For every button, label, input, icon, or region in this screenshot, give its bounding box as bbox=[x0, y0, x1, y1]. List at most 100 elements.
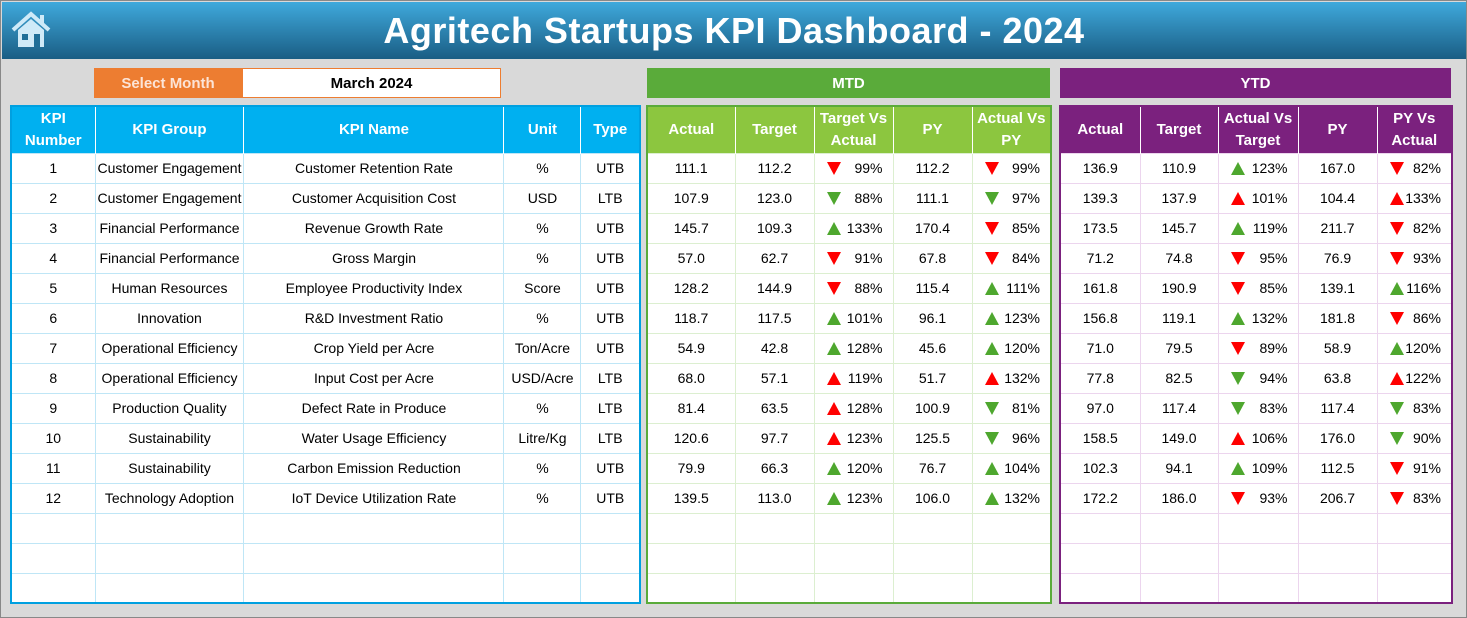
ytd-py-vs-actual-pct: 83% bbox=[1412, 400, 1441, 416]
mtd-target-vs-actual-indicator: 133% bbox=[817, 220, 891, 236]
empty-cell bbox=[1059, 542, 1141, 574]
arrow-down-icon bbox=[1230, 491, 1245, 505]
ytd-py-vs-actual-indicator: 82% bbox=[1380, 220, 1450, 236]
empty-cell bbox=[892, 572, 973, 604]
mtd-py-cell: 96.1 bbox=[892, 302, 973, 334]
column-header-mtd-target: Target bbox=[735, 106, 815, 153]
mtd-actual-vs-py-indicator: 97% bbox=[975, 190, 1049, 206]
ytd-py-cell: 211.7 bbox=[1297, 212, 1378, 244]
ytd-actual-cell: 77.8 bbox=[1059, 362, 1141, 394]
mtd-actual-vs-py-pct: 120% bbox=[1004, 340, 1040, 356]
ytd-actual-vs-target-cell: 95% bbox=[1217, 242, 1299, 274]
kpi-name-cell: Customer Retention Rate bbox=[243, 152, 505, 184]
empty-cell bbox=[892, 542, 973, 574]
arrow-up-icon bbox=[1230, 431, 1245, 445]
mtd-target-cell: 113.0 bbox=[734, 482, 815, 514]
ytd-actual-cell: 136.9 bbox=[1059, 152, 1141, 184]
mtd-actual-vs-py-pct: 132% bbox=[1004, 370, 1040, 386]
empty-cell bbox=[1059, 572, 1141, 604]
empty-row bbox=[1059, 512, 1453, 544]
ytd-py-vs-actual-cell: 82% bbox=[1376, 152, 1453, 184]
arrow-down-icon bbox=[826, 281, 841, 295]
mtd-actual-vs-py-indicator: 132% bbox=[975, 370, 1049, 386]
mtd-actual-cell: 128.2 bbox=[646, 272, 736, 304]
ytd-target-cell: 94.1 bbox=[1139, 452, 1219, 484]
ytd-py-cell: 112.5 bbox=[1297, 452, 1378, 484]
table-row: 81.4 63.5 128% 100.9 81% bbox=[646, 392, 1052, 424]
ytd-py-vs-actual-pct: 91% bbox=[1412, 460, 1441, 476]
mtd-target-vs-actual-indicator: 128% bbox=[817, 340, 891, 356]
mtd-actual-cell: 57.0 bbox=[646, 242, 736, 274]
empty-row bbox=[10, 512, 641, 544]
ytd-actual-vs-target-pct: 95% bbox=[1259, 250, 1288, 266]
empty-cell bbox=[734, 512, 815, 544]
ytd-py-vs-actual-pct: 90% bbox=[1412, 430, 1441, 446]
select-month-label: Select Month bbox=[94, 68, 242, 98]
ytd-target-cell: 186.0 bbox=[1139, 482, 1219, 514]
arrow-down-icon bbox=[1389, 431, 1404, 445]
ytd-py-vs-actual-indicator: 90% bbox=[1380, 430, 1450, 446]
mtd-target-cell: 144.9 bbox=[734, 272, 815, 304]
ytd-py-vs-actual-indicator: 83% bbox=[1380, 490, 1450, 506]
type-cell: UTB bbox=[580, 302, 641, 334]
mtd-actual-vs-py-indicator: 96% bbox=[975, 430, 1049, 446]
empty-cell bbox=[94, 542, 245, 574]
mtd-target-vs-actual-indicator: 123% bbox=[817, 430, 891, 446]
mtd-target-vs-actual-cell: 88% bbox=[813, 272, 894, 304]
table-row: 111.1 112.2 99% 112.2 99% bbox=[646, 152, 1052, 184]
mtd-target-vs-actual-pct: 101% bbox=[846, 310, 883, 326]
empty-cell bbox=[1139, 542, 1219, 574]
mtd-actual-vs-py-pct: 123% bbox=[1004, 310, 1040, 326]
mtd-target-vs-actual-cell: 123% bbox=[813, 422, 894, 454]
kpi-info-table: KPI Number KPI Group KPI Name Unit Type 1 Cust… bbox=[10, 105, 641, 604]
type-cell: UTB bbox=[580, 482, 641, 514]
table-row: 8 Operational Efficiency Input Cost per Ac… bbox=[10, 362, 641, 394]
kpi-number-cell: 4 bbox=[10, 242, 96, 274]
kpi-name-cell: Input Cost per Acre bbox=[243, 362, 505, 394]
mtd-target-vs-actual-pct: 120% bbox=[846, 460, 883, 476]
mtd-target-cell: 42.8 bbox=[734, 332, 815, 364]
ytd-py-vs-actual-pct: 86% bbox=[1412, 310, 1441, 326]
arrow-down-icon bbox=[1389, 221, 1404, 235]
column-header-ytd-target: Target bbox=[1140, 106, 1219, 153]
table-row: 2 Customer Engagement Customer Acquisition… bbox=[10, 182, 641, 214]
column-header-unit: Unit bbox=[503, 106, 582, 153]
table-row: 1 Customer Engagement Customer Retention R… bbox=[10, 152, 641, 184]
type-cell: UTB bbox=[580, 152, 641, 184]
type-cell: LTB bbox=[580, 182, 641, 214]
mtd-target-vs-actual-indicator: 120% bbox=[817, 460, 891, 476]
kpi-number-cell: 2 bbox=[10, 182, 96, 214]
column-header-mtd-py: PY bbox=[893, 106, 973, 153]
mtd-actual-cell: 79.9 bbox=[646, 452, 736, 484]
month-select[interactable]: March 2024 bbox=[242, 68, 501, 98]
arrow-up-icon bbox=[826, 491, 841, 505]
ytd-py-cell: 176.0 bbox=[1297, 422, 1378, 454]
mtd-py-cell: 106.0 bbox=[892, 482, 973, 514]
mtd-target-vs-actual-pct: 99% bbox=[854, 160, 883, 176]
mtd-py-cell: 45.6 bbox=[892, 332, 973, 364]
arrow-up-icon bbox=[984, 281, 999, 295]
empty-cell bbox=[503, 512, 582, 544]
home-icon[interactable] bbox=[10, 10, 52, 50]
ytd-target-cell: 110.9 bbox=[1139, 152, 1219, 184]
ytd-py-vs-actual-cell: 116% bbox=[1376, 272, 1453, 304]
ytd-target-cell: 149.0 bbox=[1139, 422, 1219, 454]
ytd-actual-vs-target-indicator: 106% bbox=[1221, 430, 1296, 446]
mtd-py-cell: 51.7 bbox=[892, 362, 973, 394]
ytd-actual-vs-target-cell: 106% bbox=[1217, 422, 1299, 454]
column-header-ytd-actual: Actual bbox=[1060, 106, 1141, 153]
mtd-target-cell: 63.5 bbox=[734, 392, 815, 424]
mtd-actual-vs-py-cell: 132% bbox=[971, 362, 1052, 394]
ytd-target-cell: 190.9 bbox=[1139, 272, 1219, 304]
ytd-py-vs-actual-cell: 83% bbox=[1376, 482, 1453, 514]
ytd-py-vs-actual-indicator: 91% bbox=[1380, 460, 1450, 476]
type-cell: UTB bbox=[580, 272, 641, 304]
empty-cell bbox=[971, 512, 1052, 544]
mtd-target-vs-actual-cell: 123% bbox=[813, 482, 894, 514]
table-row: 120.6 97.7 123% 125.5 96% bbox=[646, 422, 1052, 454]
mtd-section-header: MTD bbox=[647, 68, 1050, 98]
table-row: 12 Technology Adoption IoT Device Utilizat… bbox=[10, 482, 641, 514]
ytd-actual-vs-target-indicator: 109% bbox=[1221, 460, 1296, 476]
mtd-py-cell: 67.8 bbox=[892, 242, 973, 274]
type-cell: LTB bbox=[580, 362, 641, 394]
